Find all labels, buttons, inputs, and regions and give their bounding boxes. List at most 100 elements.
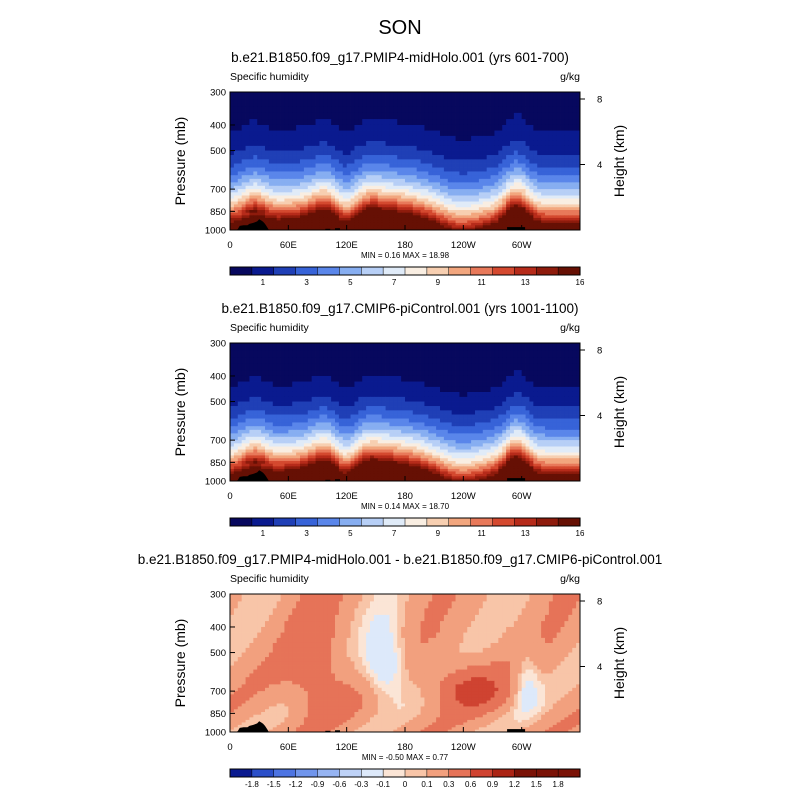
heatmap-cell: [370, 124, 375, 131]
heatmap-cell: [233, 159, 239, 164]
heatmap-cell: [331, 210, 336, 214]
heatmap-cell: [424, 171, 429, 176]
heatmap-cell: [533, 418, 538, 423]
heatmap-cell: [268, 418, 274, 423]
heatmap-cell: [447, 145, 453, 151]
heatmap-cell: [447, 112, 453, 120]
heatmap-cell: [233, 350, 239, 358]
heatmap-cell: [432, 92, 437, 100]
heatmap-cell: [366, 207, 371, 211]
heatmap-cell: [335, 159, 340, 164]
heatmap-cell: [451, 357, 456, 365]
y-tick-label: 700: [210, 185, 226, 196]
heatmap-cell: [311, 426, 316, 431]
heatmap-cell: [338, 171, 344, 176]
heatmap-cell: [389, 350, 394, 358]
heatmap-cell: [249, 135, 254, 142]
heatmap-cell: [408, 350, 414, 358]
heatmap-cell: [288, 204, 293, 208]
heatmap-cell: [276, 163, 281, 168]
heatmap-cell: [471, 375, 476, 382]
heatmap-cell: [494, 182, 499, 187]
heatmap-cell: [443, 222, 449, 226]
heatmap-cell: [475, 150, 480, 156]
heatmap-cell: [478, 357, 484, 365]
heatmap-cell: [377, 396, 383, 402]
heatmap-cell: [370, 350, 375, 358]
heatmap-cell: [416, 375, 421, 382]
heatmap-cell: [315, 163, 320, 168]
heatmap-cell: [268, 433, 274, 438]
heatmap-cell: [537, 212, 542, 216]
heatmap-cell: [350, 198, 355, 202]
heatmap-cell: [556, 112, 561, 120]
heatmap-cell: [245, 207, 250, 211]
heatmap-cell: [412, 210, 418, 214]
heatmap-cell: [459, 112, 464, 120]
heatmap-cell: [451, 210, 456, 214]
heatmap-cell: [459, 155, 464, 160]
heatmap-cell: [424, 198, 429, 202]
heatmap-cell: [451, 175, 456, 180]
heatmap-cell: [307, 182, 313, 187]
heatmap-cell: [370, 222, 375, 226]
heatmap-cell: [319, 135, 324, 142]
heatmap-cell: [513, 140, 519, 147]
heatmap-cell: [564, 99, 569, 107]
heatmap-cell: [443, 343, 449, 351]
heatmap-cell: [323, 198, 328, 202]
heatmap-cell: [513, 124, 519, 131]
heatmap-cell: [513, 99, 519, 107]
heatmap-cell: [443, 375, 449, 382]
heatmap-cell: [393, 182, 398, 187]
heatmap-cell: [303, 130, 309, 137]
heatmap-cell: [350, 391, 355, 398]
heatmap-cell: [276, 343, 281, 351]
heatmap-cell: [346, 207, 351, 211]
heatmap-cell: [280, 175, 285, 180]
heatmap-cell: [490, 418, 495, 423]
heatmap-cell: [556, 227, 561, 231]
heatmap-cell: [237, 429, 243, 434]
heatmap-cell: [373, 436, 379, 441]
heatmap-cell: [428, 406, 433, 411]
heatmap-cell: [432, 201, 437, 205]
heatmap-cell: [494, 189, 499, 193]
heatmap-cell: [346, 227, 351, 231]
heatmap-cell: [498, 175, 503, 180]
heatmap-cell: [261, 418, 266, 423]
heatmap-cell: [362, 217, 367, 221]
heatmap-cell: [370, 343, 375, 351]
heatmap-cell: [447, 92, 453, 100]
heatmap-cell: [307, 92, 313, 100]
heatmap-cell: [572, 363, 577, 371]
heatmap-cell: [327, 135, 332, 142]
heatmap-cell: [447, 414, 453, 419]
heatmap-cell: [350, 207, 355, 211]
heatmap-cell: [455, 225, 460, 229]
heatmap-cell: [331, 343, 336, 351]
heatmap-cell: [408, 175, 414, 180]
heatmap-cell: [463, 343, 468, 351]
heatmap-cell: [280, 422, 285, 427]
heatmap-cell: [323, 375, 328, 382]
heatmap-cell: [350, 159, 355, 164]
heatmap-cell: [471, 386, 476, 393]
heatmap-cell: [377, 370, 383, 377]
heatmap-cell: [576, 414, 581, 419]
heatmap-cell: [490, 350, 495, 358]
heatmap-cell: [486, 414, 491, 419]
heatmap-cell: [498, 210, 503, 214]
heatmap-cell: [467, 99, 472, 107]
heatmap-cell: [482, 189, 488, 193]
heatmap-cell: [401, 375, 406, 382]
heatmap-cell: [350, 99, 355, 107]
heatmap-cell: [463, 159, 468, 164]
heatmap-cell: [370, 396, 375, 402]
heatmap-cell: [416, 381, 421, 388]
heatmap-cell: [272, 163, 278, 168]
heatmap-cell: [463, 182, 468, 187]
heatmap-cell: [284, 192, 289, 196]
heatmap-cell: [576, 189, 581, 193]
heatmap-cell: [502, 391, 507, 398]
